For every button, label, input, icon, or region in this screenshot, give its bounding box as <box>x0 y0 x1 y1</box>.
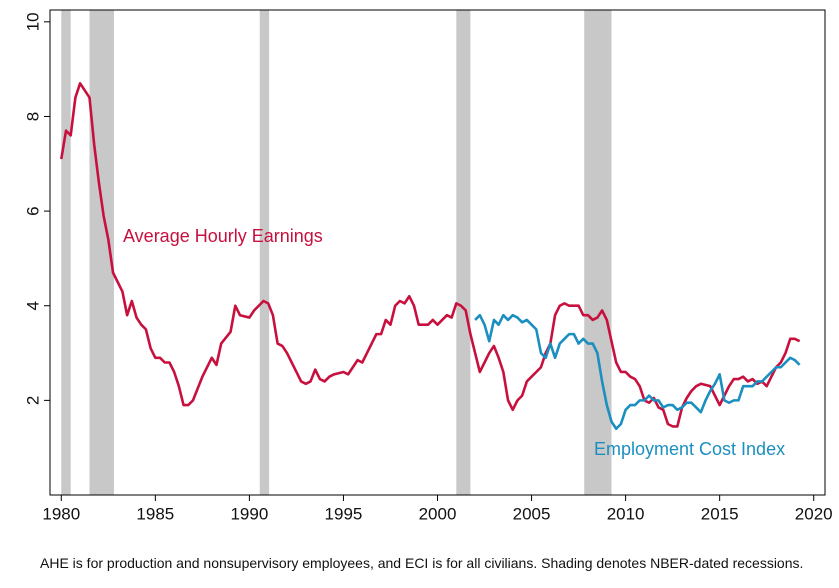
series-line <box>60 82 801 428</box>
y-tick-label: 10 <box>23 12 42 31</box>
x-tick-label: 2015 <box>701 504 739 523</box>
x-tick-label: 2020 <box>795 504 833 523</box>
x-tick-label: 2005 <box>513 504 551 523</box>
series-line <box>474 313 801 431</box>
x-tick-label: 2000 <box>419 504 457 523</box>
x-tick-label: 1980 <box>42 504 80 523</box>
y-tick-label: 2 <box>23 396 42 405</box>
plot-frame <box>49 9 826 496</box>
recession-band <box>456 10 471 495</box>
x-tick-label: 2010 <box>607 504 645 523</box>
x-tick-label: 1995 <box>325 504 363 523</box>
x-tick-label: 1990 <box>230 504 268 523</box>
y-tick-label: 4 <box>23 301 42 310</box>
recession-band <box>259 10 270 495</box>
chart: 2 4 6 8 10 1980 1985 1990 1995 2000 2005 2010 2015 20… <box>23 9 833 523</box>
recession-band <box>61 10 71 495</box>
series-label: Average Hourly Earnings <box>123 226 323 246</box>
footnote: AHE is for production and nonsupervisory… <box>40 555 804 571</box>
recession-band <box>584 10 612 495</box>
x-tick-label: 1985 <box>136 504 174 523</box>
y-tick-label: 8 <box>23 112 42 121</box>
series-label: Employment Cost Index <box>594 439 785 459</box>
y-tick-label: 6 <box>23 206 42 215</box>
